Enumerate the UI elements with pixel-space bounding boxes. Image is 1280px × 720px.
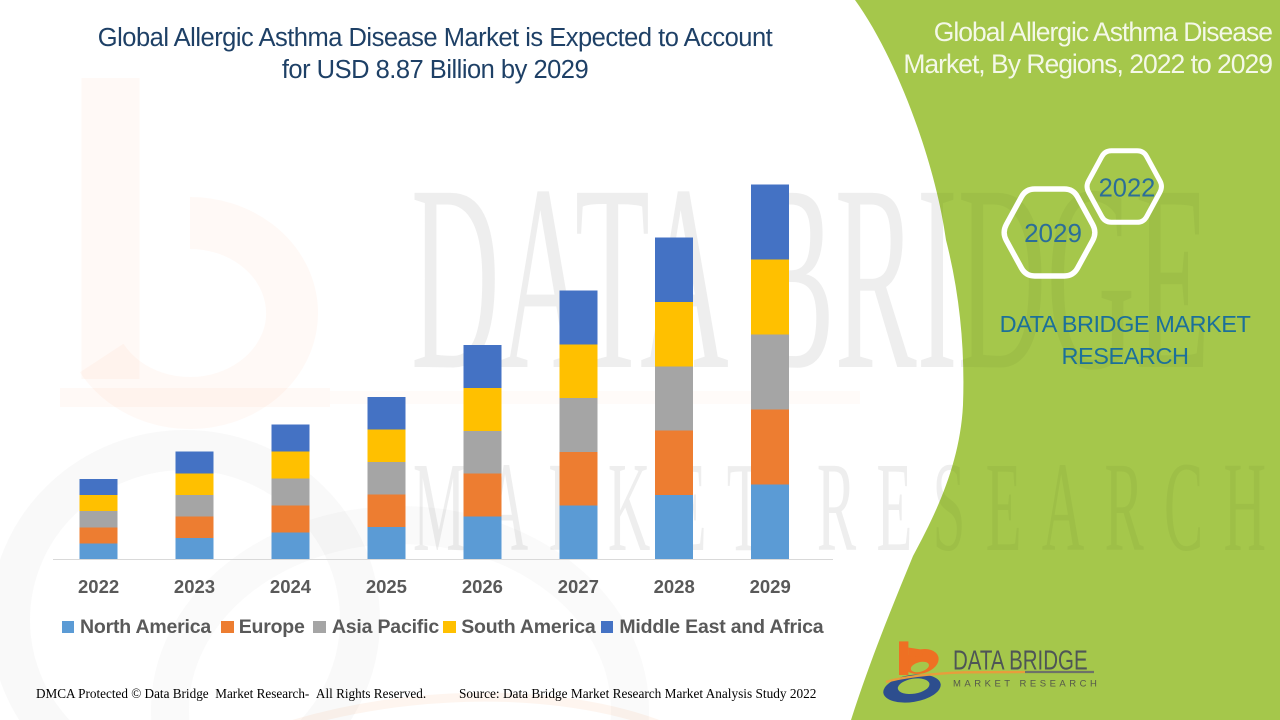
svg-text:2029: 2029 [1024,218,1082,248]
svg-text:DATA BRIDGE: DATA BRIDGE [953,645,1088,676]
svg-text:2022: 2022 [1099,175,1156,203]
svg-text:MARKET RESEARCH: MARKET RESEARCH [953,679,1100,690]
